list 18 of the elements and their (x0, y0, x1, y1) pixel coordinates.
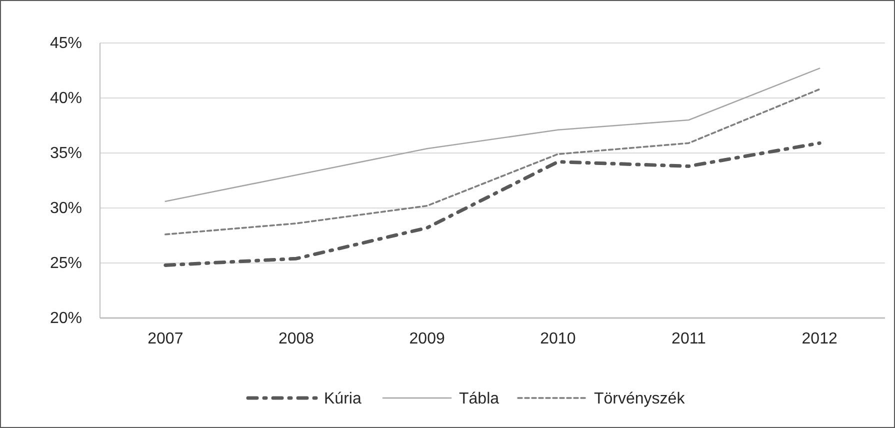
x-tick-label: 2009 (409, 330, 445, 348)
y-tick-label: 45% (50, 35, 82, 52)
line-series (164, 88, 820, 236)
x-tick-label: 2010 (540, 330, 576, 348)
y-tick-label: 30% (50, 200, 82, 218)
y-tick-label: 25% (50, 255, 82, 272)
x-tick-label: 2007 (148, 330, 184, 348)
line-series (164, 68, 820, 202)
legend-label: Törvényszék (594, 390, 686, 408)
x-tick-label: 2008 (278, 330, 314, 348)
line-series (164, 141, 822, 267)
x-tick-label: 2012 (802, 330, 838, 348)
y-tick-label: 35% (50, 145, 82, 162)
x-tick-label: 2011 (672, 330, 706, 348)
y-tick-label: 40% (50, 90, 82, 108)
y-tick-label: 20% (50, 310, 82, 328)
legend-label: Tábla (459, 390, 500, 408)
legend-label: Kúria (324, 390, 362, 408)
